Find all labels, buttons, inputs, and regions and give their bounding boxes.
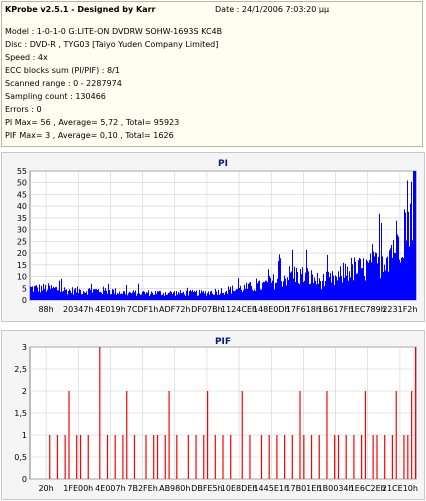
pi-chart: PI 0 5 10 15 20 25 30 35 40 45 50 55 88h 20347h 4E019h 7…	[17, 159, 418, 314]
pi-xtick-label: 1B617Fh	[318, 305, 354, 314]
info-errors: Errors : 0	[5, 105, 42, 114]
pi-ytick-label: 5	[22, 284, 27, 293]
pi-xtick-label: DF07Bh	[191, 305, 223, 314]
pi-xtick-label: ADF72h	[159, 305, 190, 314]
pif-xtick-label: 21CE10h	[382, 484, 418, 493]
info-panel: KProbe v2.5.1 - Designed by Karr Date : …	[1, 1, 423, 147]
pi-xtick-label: 17F618h	[286, 305, 321, 314]
pif-xtick-label: AB980h	[159, 484, 190, 493]
pi-ytick-label: 15	[17, 261, 27, 270]
pi-ytick-label: 0	[22, 296, 27, 305]
info-sampling: Sampling count : 130466	[5, 92, 106, 101]
pif-series	[49, 347, 417, 479]
pi-xtick-label: 20347h	[63, 305, 94, 314]
pif-ytick-label: 3	[22, 343, 27, 352]
pif-xtick-label: DBFE5h	[191, 484, 222, 493]
pi-xtick-label: 4E019h	[95, 305, 125, 314]
pif-xtick-label: 20h	[38, 484, 53, 493]
pi-chart-panel: PI 0 5 10 15 20 25 30 35 40 45 50 55 88h 20347h 4E019h 7…	[1, 152, 425, 322]
pif-ytick-label: 2,5	[14, 365, 27, 374]
info-speed: Speed : 4x	[5, 53, 48, 62]
info-pif-stats: PIF Max= 3 , Average= 0,10 , Total= 1626	[5, 131, 174, 140]
pif-chart-panel: PIF 0 0,5 1 1,5 2 2,5 3 20h 1FE00h 4E007h 7B2FEh AB9…	[1, 330, 425, 500]
pif-xtick-label: 1E6C2Eh	[350, 484, 386, 493]
scan-date: Date : 24/1/2006 7:03:20 μμ	[215, 5, 330, 14]
pif-xtick-label: 4E007h	[95, 484, 125, 493]
info-model: Model : 1-0-1-0 G:LITE-ON DVDRW SOHW-169…	[5, 27, 223, 36]
pi-xtick-label: 2231F2h	[382, 305, 417, 314]
pi-xtick-label: 88h	[38, 305, 53, 314]
pif-xtick-label: 10E8DEh	[221, 484, 258, 493]
app-title: KProbe v2.5.1 - Designed by Karr	[5, 5, 156, 14]
pi-ytick-label: 20	[17, 249, 27, 258]
pif-xtick-label: 1B0034h	[318, 484, 354, 493]
pif-ytick-label: 1	[22, 431, 27, 440]
pi-ytick-label: 10	[17, 273, 27, 282]
pi-ytick-label: 25	[17, 237, 27, 246]
pi-xtick-label: 7CDF1h	[127, 305, 159, 314]
pif-ytick-label: 0	[22, 475, 27, 484]
info-range: Scanned range : 0 - 2287974	[5, 79, 122, 88]
pi-series	[30, 171, 416, 300]
pif-xtick-label: 17B01Eh	[285, 484, 321, 493]
pi-ytick-label: 40	[17, 202, 27, 211]
pi-xtick-label: 148E0Dh	[253, 305, 290, 314]
pi-ytick-label: 55	[17, 167, 27, 176]
pi-xtick-label: 1EC789h	[350, 305, 386, 314]
pi-xtick-label: 1124CEh	[221, 305, 257, 314]
pif-xtick-label: 1445E1h	[253, 484, 289, 493]
pif-chart-title: PIF	[215, 337, 231, 347]
pif-ytick-label: 0,5	[14, 453, 27, 462]
info-pi-stats: PI Max= 56 , Average= 5,72 , Total= 9592…	[5, 118, 180, 127]
pif-ytick-label: 1,5	[14, 409, 27, 418]
pi-ytick-label: 50	[17, 179, 27, 188]
pi-ytick-label: 35	[17, 214, 27, 223]
pi-ytick-label: 30	[17, 226, 27, 235]
info-disc: Disc : DVD-R , TYG03 [Taiyo Yuden Compan…	[5, 40, 219, 49]
info-ecc: ECC blocks sum (PI/PIF) : 8/1	[5, 66, 120, 75]
pi-chart-title: PI	[218, 159, 228, 169]
pif-xtick-label: 1FE00h	[63, 484, 93, 493]
pif-xtick-label: 7B2FEh	[127, 484, 157, 493]
pif-ytick-label: 2	[22, 387, 27, 396]
pi-ytick-label: 45	[17, 190, 27, 199]
pif-chart: PIF 0 0,5 1 1,5 2 2,5 3 20h 1FE00h 4E007h 7B2FEh AB9…	[14, 337, 418, 493]
